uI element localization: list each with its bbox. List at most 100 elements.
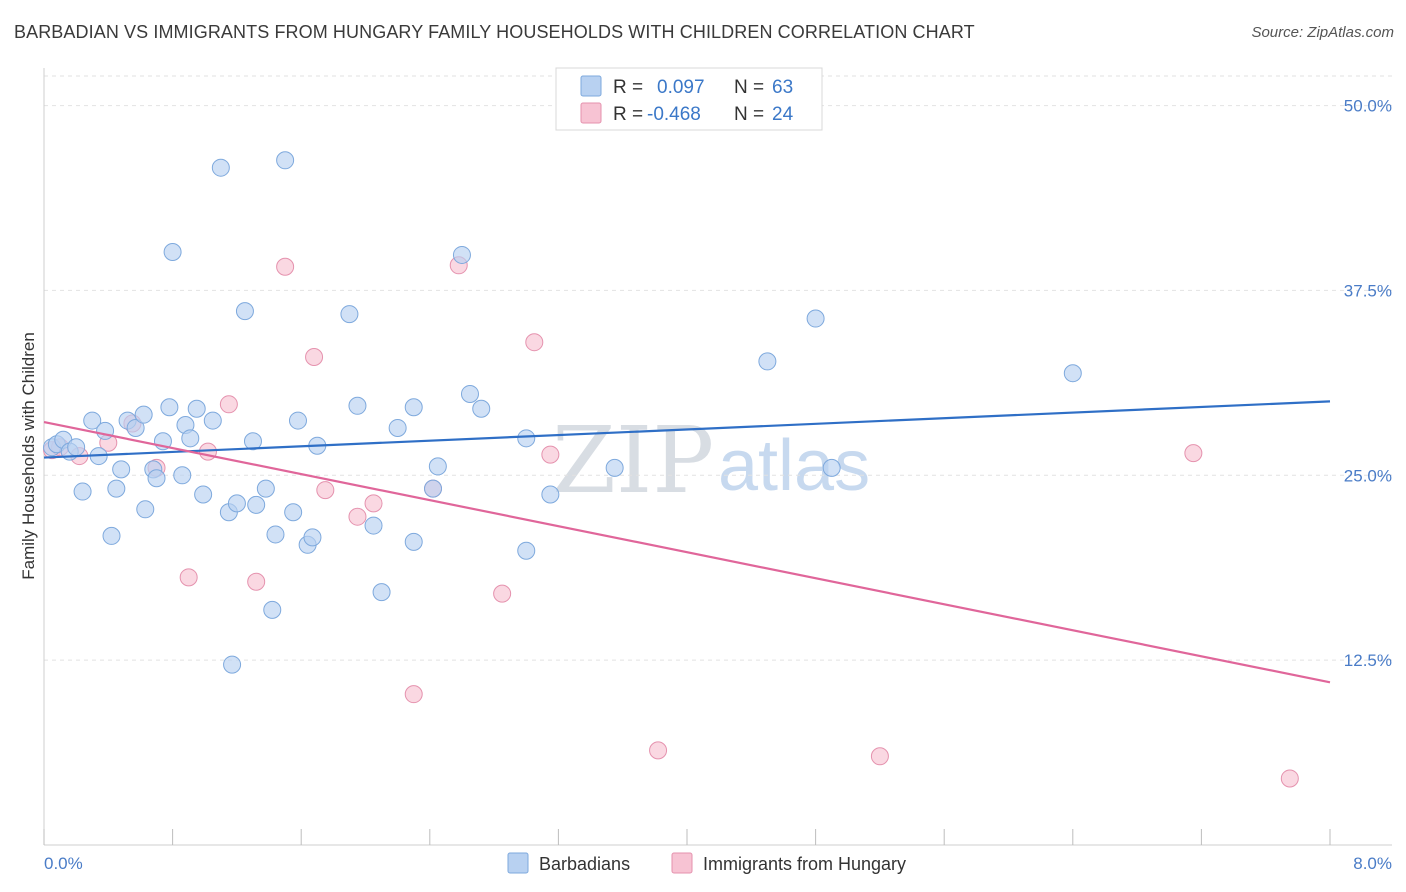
data-point-barbadian	[211, 158, 230, 177]
data-point-hungary	[316, 481, 335, 500]
data-point-barbadian	[822, 458, 841, 477]
legend-r-value-1: -0.468	[647, 104, 701, 125]
data-point-barbadian	[541, 485, 560, 504]
data-point-barbadian	[517, 429, 536, 448]
data-point-barbadian	[173, 466, 192, 485]
data-point-barbadian	[266, 525, 285, 544]
legend-n-value-1: 24	[772, 104, 794, 125]
data-point-hungary	[348, 507, 367, 526]
stats-legend: R = 0.097 N = 63 R = -0.468 N = 24	[555, 67, 823, 131]
trend-line-hungary	[43, 420, 1331, 684]
data-point-barbadian	[181, 429, 200, 448]
data-point-barbadian	[263, 600, 282, 619]
data-point-barbadian	[134, 405, 153, 424]
data-point-barbadian	[472, 399, 491, 418]
data-point-barbadian	[194, 485, 213, 504]
data-point-barbadian	[428, 457, 447, 476]
data-point-hungary	[305, 347, 324, 366]
data-point-barbadian	[163, 242, 182, 261]
chart-title: BARBADIAN VS IMMIGRANTS FROM HUNGARY FAM…	[14, 22, 975, 42]
data-point-barbadian	[96, 421, 115, 440]
data-point-barbadian	[303, 528, 322, 547]
series-legend-label-barbadians: Barbadians	[539, 854, 630, 874]
legend-n-label-1: N =	[734, 104, 764, 125]
data-point-barbadian	[284, 503, 303, 522]
data-point-hungary	[541, 445, 560, 464]
legend-r-label-0: R =	[613, 77, 643, 98]
legend-n-label-0: N =	[734, 77, 764, 98]
data-point-hungary	[649, 741, 668, 760]
y-axis-label: Family Households with Children	[19, 332, 38, 580]
legend-swatch-hungary	[580, 102, 602, 124]
y-tick-label: 25.0%	[1344, 466, 1392, 485]
data-point-barbadian	[605, 458, 624, 477]
series-legend-swatch-barbadians	[507, 852, 529, 874]
data-point-barbadian	[388, 418, 407, 437]
data-point-barbadian	[460, 384, 479, 403]
data-point-barbadian	[107, 479, 126, 498]
data-point-barbadian	[404, 398, 423, 417]
data-point-barbadian	[806, 309, 825, 328]
data-point-barbadian	[73, 482, 92, 501]
trend-line-barbadian	[43, 400, 1331, 459]
data-point-barbadian	[136, 500, 155, 519]
watermark-atlas: atlas	[718, 426, 870, 506]
data-point-barbadian	[102, 526, 121, 545]
data-point-hungary	[525, 333, 544, 352]
data-point-hungary	[364, 494, 383, 513]
data-point-barbadian	[243, 432, 262, 451]
data-point-barbadian	[223, 655, 242, 674]
legend-n-value-0: 63	[772, 77, 793, 98]
grid-lines	[44, 75, 1392, 661]
data-point-barbadian	[160, 398, 179, 417]
data-point-barbadian	[67, 438, 86, 457]
y-tick-label: 12.5%	[1344, 651, 1392, 670]
data-point-barbadian	[340, 305, 359, 324]
legend-r-label-1: R =	[613, 104, 643, 125]
y-tick-label: 37.5%	[1344, 281, 1392, 300]
data-point-hungary	[247, 572, 266, 591]
source-label: Source: ZipAtlas.com	[1251, 24, 1394, 41]
series-legend-label-hungary: Immigrants from Hungary	[703, 854, 906, 874]
data-point-hungary	[179, 568, 198, 587]
data-point-barbadian	[364, 516, 383, 535]
data-point-hungary	[404, 685, 423, 704]
data-point-hungary	[870, 747, 889, 766]
data-point-barbadian	[276, 151, 295, 170]
data-point-barbadian	[235, 302, 254, 321]
series-legend-swatch-hungary	[671, 852, 693, 874]
y-tick-label: 50.0%	[1344, 97, 1392, 116]
y-tick-labels: 12.5% 25.0% 37.5% 50.0%	[1344, 97, 1392, 671]
data-point-hungary	[219, 395, 238, 414]
data-point-barbadian	[372, 583, 391, 602]
data-point-hungary	[1184, 444, 1203, 463]
data-point-barbadian	[404, 532, 423, 551]
data-point-barbadian	[452, 245, 471, 264]
series-hungary-points	[43, 256, 1299, 788]
data-point-barbadian	[348, 396, 367, 415]
legend-swatch-barbadians	[580, 75, 602, 97]
data-point-barbadian	[83, 411, 102, 430]
data-point-barbadian	[203, 411, 222, 430]
data-point-barbadian	[758, 352, 777, 371]
series-barbadian-points	[43, 151, 1082, 674]
data-point-barbadian	[288, 411, 307, 430]
data-point-barbadian	[517, 541, 536, 560]
data-point-barbadian	[256, 479, 275, 498]
watermark-zip: ZIP	[552, 407, 714, 514]
data-point-barbadian	[112, 460, 131, 479]
x-tick-label-max: 8.0%	[1353, 854, 1392, 873]
data-point-barbadian	[424, 479, 443, 498]
data-point-hungary	[1280, 769, 1299, 788]
x-tick-label-min: 0.0%	[44, 854, 83, 873]
data-point-barbadian	[187, 399, 206, 418]
data-point-hungary	[276, 257, 295, 276]
data-point-barbadian	[247, 495, 266, 514]
data-point-hungary	[493, 584, 512, 603]
data-point-barbadian	[227, 494, 246, 513]
series-legend: Barbadians Immigrants from Hungary	[507, 852, 906, 874]
data-point-barbadian	[126, 418, 145, 437]
legend-r-value-0: 0.097	[657, 77, 705, 98]
data-point-barbadian	[147, 469, 166, 488]
